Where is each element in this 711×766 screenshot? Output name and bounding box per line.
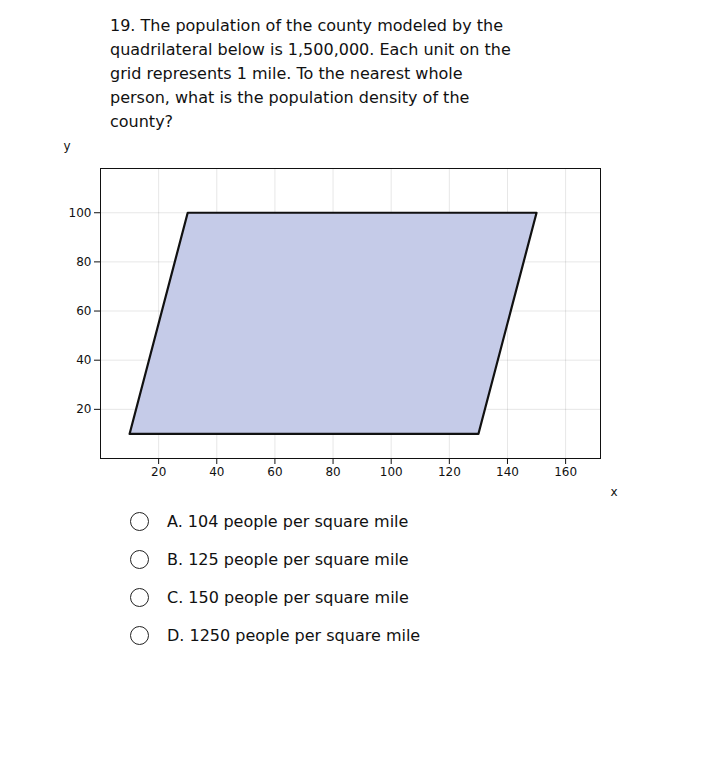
svg-text:40: 40: [209, 465, 224, 479]
svg-text:60: 60: [76, 304, 91, 318]
svg-text:40: 40: [76, 353, 91, 367]
svg-text:20: 20: [151, 465, 166, 479]
svg-text:100: 100: [380, 465, 403, 479]
svg-text:160: 160: [554, 465, 577, 479]
svg-text:100: 100: [69, 206, 92, 220]
svg-text:80: 80: [325, 465, 340, 479]
html-text:C. 150 people per square mile: C. 150 people per square mile: [167, 587, 409, 607]
svg-text:x: x: [610, 485, 617, 499]
svg-text:80: 80: [76, 255, 91, 269]
svg-text:y: y: [64, 139, 71, 153]
html-text:A. 104 people per square mile: A. 104 people per square mile: [167, 511, 409, 531]
html-text:D. 1250 people per square mile: D. 1250 people per square mile: [167, 625, 421, 645]
html-text:19. The population of the coun: 19. The population of the county modeled…: [110, 16, 511, 131]
svg-text:60: 60: [267, 465, 282, 479]
html-text:B. 125 people per square mile: B. 125 people per square mile: [167, 549, 409, 569]
svg-text:120: 120: [438, 465, 461, 479]
svg-text:140: 140: [496, 465, 519, 479]
svg-text:20: 20: [76, 402, 91, 416]
